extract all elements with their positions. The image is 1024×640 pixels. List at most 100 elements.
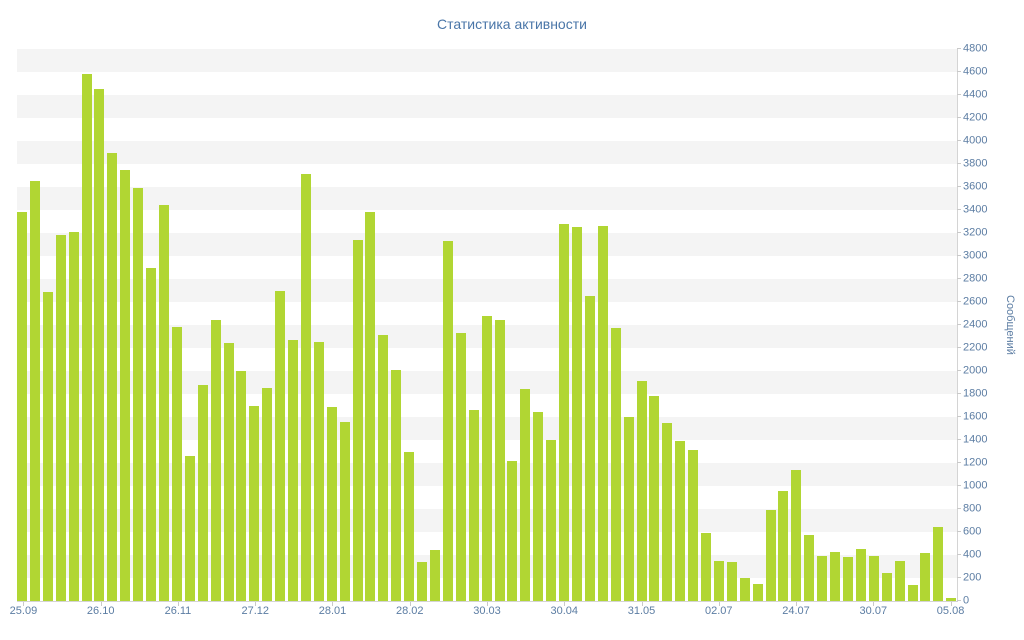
bar[interactable] — [68, 231, 79, 601]
x-tick-mark — [177, 602, 179, 606]
bar[interactable] — [300, 174, 311, 601]
x-tick-label: 30.04 — [550, 605, 579, 617]
y-tick-mark — [957, 71, 961, 72]
x-tick-mark — [873, 602, 875, 606]
bar[interactable] — [649, 396, 660, 601]
y-tick-label: 1200 — [963, 456, 988, 469]
y-tick-label: 3400 — [963, 203, 988, 216]
bar[interactable] — [146, 267, 157, 601]
x-tick-mark — [255, 602, 257, 606]
bar[interactable] — [933, 527, 944, 601]
bar[interactable] — [894, 560, 905, 601]
bar[interactable] — [907, 584, 918, 601]
bar[interactable] — [133, 188, 144, 601]
bar[interactable] — [559, 223, 570, 601]
bar[interactable] — [610, 328, 621, 601]
y-tick-label: 2600 — [963, 295, 988, 308]
x-tick-label: 30.07 — [859, 605, 888, 617]
y-tick-mark — [957, 416, 961, 417]
bar[interactable] — [494, 320, 505, 601]
bar[interactable] — [584, 296, 595, 601]
bar[interactable] — [688, 450, 699, 601]
bar[interactable] — [352, 239, 363, 601]
bar[interactable] — [520, 389, 531, 601]
bar[interactable] — [430, 550, 440, 601]
bar[interactable] — [171, 327, 182, 601]
bar[interactable] — [546, 440, 557, 601]
y-tick-label: 1400 — [963, 433, 988, 446]
bar[interactable] — [533, 412, 544, 601]
bar[interactable] — [713, 560, 724, 601]
y-tick-label: 2800 — [963, 272, 988, 285]
bar[interactable] — [468, 410, 479, 601]
bar[interactable] — [442, 241, 453, 601]
bar[interactable] — [726, 561, 737, 601]
bar[interactable] — [739, 578, 750, 601]
bar[interactable] — [94, 89, 105, 601]
bar[interactable] — [42, 291, 53, 601]
y-tick-label: 800 — [963, 502, 982, 515]
bar[interactable] — [804, 535, 815, 601]
bar[interactable] — [158, 205, 169, 601]
x-tick-label: 28.01 — [318, 605, 347, 617]
bar[interactable] — [507, 460, 518, 601]
x-tick-mark — [950, 602, 952, 606]
bar[interactable] — [675, 441, 686, 601]
bar[interactable] — [17, 212, 27, 601]
bar[interactable] — [920, 552, 931, 601]
y-tick-label: 3000 — [963, 249, 988, 262]
bar[interactable] — [81, 74, 92, 601]
bar[interactable] — [339, 421, 350, 601]
bar[interactable] — [701, 533, 712, 601]
bar[interactable] — [326, 406, 337, 601]
bar[interactable] — [275, 290, 286, 601]
bar[interactable] — [29, 181, 40, 601]
bar[interactable] — [262, 388, 273, 601]
bar[interactable] — [662, 422, 673, 601]
bar[interactable] — [623, 417, 634, 601]
bar[interactable] — [946, 597, 957, 601]
bar[interactable] — [571, 227, 582, 601]
bar[interactable] — [817, 556, 828, 601]
bar[interactable] — [288, 339, 299, 601]
bar[interactable] — [55, 235, 66, 601]
y-tick-mark — [957, 209, 961, 210]
y-tick-mark — [957, 462, 961, 463]
bar[interactable] — [249, 405, 260, 601]
bar[interactable] — [481, 315, 492, 601]
y-tick-mark — [957, 347, 961, 348]
bar[interactable] — [791, 469, 802, 601]
bar[interactable] — [830, 551, 841, 601]
bar[interactable] — [868, 556, 879, 601]
bar[interactable] — [636, 381, 647, 601]
y-tick-mark — [957, 94, 961, 95]
bar[interactable] — [378, 335, 389, 601]
x-tick-label: 30.03 — [473, 605, 501, 617]
bar[interactable] — [391, 369, 402, 601]
bar[interactable] — [765, 510, 776, 601]
bar[interactable] — [365, 212, 376, 601]
bar[interactable] — [197, 384, 208, 601]
bar[interactable] — [855, 549, 866, 601]
bar[interactable] — [778, 490, 789, 601]
bar[interactable] — [455, 333, 466, 601]
y-tick-mark — [957, 278, 961, 279]
bar[interactable] — [223, 343, 234, 601]
bar[interactable] — [107, 152, 118, 601]
x-tick-label: 28.02 — [395, 605, 424, 617]
bar[interactable] — [210, 320, 221, 601]
bar[interactable] — [236, 371, 247, 601]
y-tick-mark — [957, 48, 961, 49]
bar[interactable] — [313, 342, 324, 601]
y-tick-mark — [957, 140, 961, 141]
bar[interactable] — [752, 583, 763, 601]
bar[interactable] — [843, 557, 853, 601]
y-tick-label: 2000 — [963, 364, 988, 377]
bar[interactable] — [881, 573, 892, 601]
bar[interactable] — [417, 561, 428, 601]
x-tick-mark — [487, 602, 488, 606]
bar[interactable] — [597, 226, 608, 601]
bar[interactable] — [120, 169, 131, 601]
bar[interactable] — [184, 456, 195, 601]
bar[interactable] — [404, 451, 415, 601]
